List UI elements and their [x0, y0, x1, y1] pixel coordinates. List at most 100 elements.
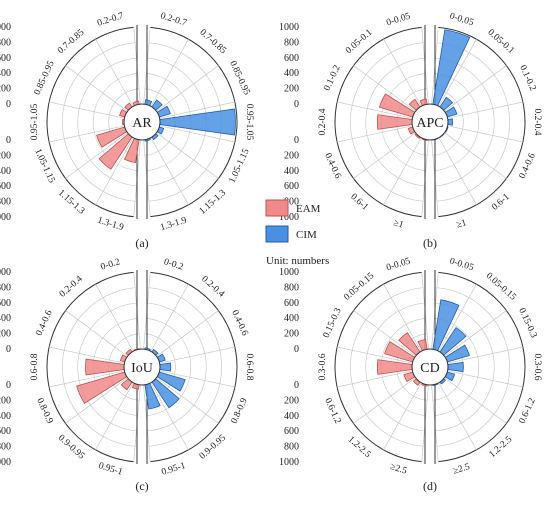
bar-eam-4 [85, 358, 125, 376]
radial-tick-label: 600 [0, 298, 11, 309]
grid-spoke [353, 132, 416, 179]
grid-spoke [444, 310, 507, 357]
bar-eam-5 [76, 371, 128, 404]
category-label: 0.7-0.85 [198, 28, 229, 57]
category-label: 0.05-0.15 [484, 271, 518, 303]
panel-label: (b) [423, 236, 437, 250]
radial-tick-label: 0 [294, 380, 299, 391]
radial-tick-label: 600 [0, 426, 11, 437]
category-label: 1.15-1.3 [198, 188, 229, 217]
radial-tick-label: 1000 [0, 267, 11, 278]
category-label: 0.2-0.4 [532, 109, 542, 136]
grid-spoke [49, 125, 125, 143]
grid-spoke [447, 125, 523, 143]
grid-spoke [159, 346, 235, 364]
grid-spoke [65, 132, 128, 179]
center-circle [411, 103, 449, 141]
category-label: 0.4-0.6 [322, 152, 342, 181]
category-label: 0.1-0.2 [517, 64, 537, 93]
category-label: 1.05-1.15 [32, 147, 56, 185]
radial-tick-label: 600 [0, 181, 11, 192]
category-label: 0.4-0.6 [35, 309, 55, 338]
center-circle [123, 348, 161, 386]
polar-chart-1: 0.2-0.70.2-0.70.7-0.850.7-0.850.85-0.950… [0, 11, 254, 250]
category-label: 0.9-0.95 [56, 433, 87, 462]
radial-tick-label: 800 [0, 442, 11, 453]
radial-tick-label: 800 [284, 442, 299, 453]
grid-ring [334, 26, 526, 218]
category-label: 0.8-0.9 [34, 397, 54, 426]
radial-tick-label: 800 [284, 37, 299, 48]
legend-swatch-eam [265, 199, 289, 217]
category-label: 0.2-0.7 [96, 11, 125, 29]
category-label: 0.95-1 [97, 461, 124, 478]
grid-spoke [438, 137, 477, 206]
center-circle [411, 348, 449, 386]
radial-tick-label: 200 [0, 84, 11, 95]
grid-spoke [95, 38, 134, 107]
grid-ring [350, 287, 510, 447]
category-label: 0-0.05 [448, 257, 475, 274]
radial-tick-label: 1000 [279, 457, 299, 468]
category-label: 0.6-1 [490, 192, 512, 213]
radial-tick-label: 800 [0, 37, 11, 48]
category-label: 0.6-0.8 [30, 353, 40, 380]
grid-spoke [438, 382, 477, 451]
radial-tick-label: 800 [0, 282, 11, 293]
grid-spoke [150, 137, 189, 206]
category-label: 0.9-0.95 [198, 433, 229, 462]
category-label: 0.6-0.8 [244, 354, 254, 381]
grid-spoke [337, 346, 413, 364]
category-label: 0-0.05 [448, 12, 475, 29]
radial-tick-label: 200 [284, 84, 299, 95]
grid-spoke [150, 38, 189, 107]
grid-spoke [150, 382, 189, 451]
category-label: 0.7-0.85 [56, 28, 87, 57]
polar-chart-4: 0-0.050-0.050.05-0.150.05-0.150.15-0.30.… [279, 256, 542, 493]
category-label: ≥1 [455, 218, 468, 231]
radial-tick-label: 600 [0, 53, 11, 64]
grid-spoke [49, 101, 125, 119]
category-label: 0.05-0.1 [486, 28, 517, 57]
grid-spoke [156, 132, 219, 179]
bar-cim-4 [159, 108, 236, 136]
radial-tick-label: 400 [0, 166, 11, 177]
radial-tick-label: 0 [6, 135, 11, 146]
category-label: 0-0.05 [385, 11, 412, 28]
radial-tick-label: 0 [6, 344, 11, 355]
panel-label: (d) [423, 479, 437, 493]
radial-tick-label: 200 [0, 329, 11, 340]
grid-spoke [447, 370, 523, 388]
category-label: ≥2.5 [452, 462, 472, 477]
grid-spoke [438, 38, 477, 107]
category-label: 0.3-0.6 [318, 353, 328, 380]
category-label: 0.6-1.2 [518, 397, 538, 426]
category-label: 1.3-1.9 [159, 216, 188, 234]
radial-tick-label: 600 [284, 53, 299, 64]
grid-spoke [95, 137, 134, 206]
category-label: 0.85-0.95 [227, 59, 251, 97]
radial-tick-label: 400 [0, 68, 11, 79]
legend-label-cim: CIM [296, 229, 317, 241]
legend-label-eam: EAM [296, 203, 321, 215]
category-label: 0.4-0.6 [518, 152, 538, 181]
grid-spoke [156, 377, 219, 424]
category-label: 0.8-0.9 [230, 397, 250, 426]
radial-tick-label: 400 [284, 411, 299, 422]
grid-spoke [95, 382, 134, 451]
grid-ring [46, 26, 238, 218]
category-label: 0.05-0.15 [342, 271, 376, 303]
category-label: 0.2-0.7 [159, 11, 188, 29]
category-label: 1.05-1.15 [228, 147, 252, 185]
category-label: 0.2-0.4 [58, 274, 85, 299]
category-label: 0-0.2 [163, 257, 185, 272]
chart-title: AR [132, 116, 152, 131]
legend-swatch-cim [265, 225, 289, 243]
grid-spoke [337, 370, 413, 388]
grid-spoke [447, 101, 523, 119]
category-label: 0.95-1.05 [30, 104, 40, 141]
legend: EAM CIM Unit: numbers [265, 199, 329, 267]
radial-tick-label: 1000 [279, 267, 299, 278]
grid-spoke [353, 310, 416, 357]
grid-ring [62, 287, 222, 447]
